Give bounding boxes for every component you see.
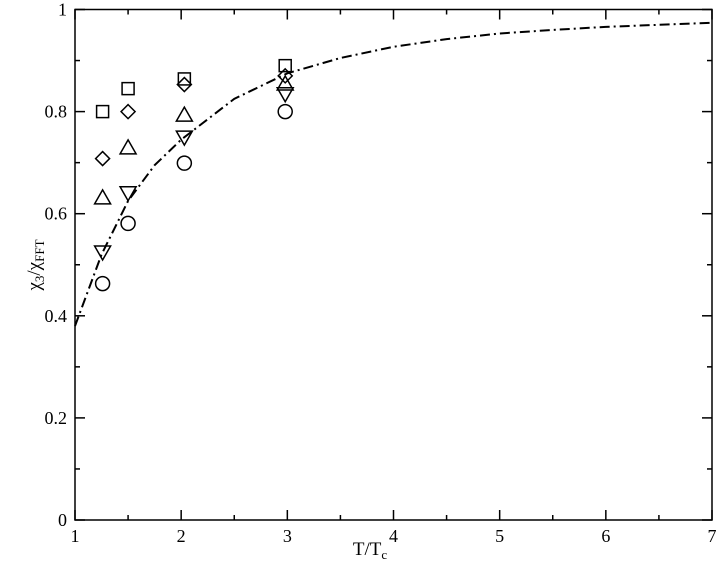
x-tick-label: 2 [177,526,186,546]
x-tick-label: 3 [283,526,292,546]
x-tick-label: 1 [71,526,80,546]
x-tick-label: 6 [601,526,610,546]
square-marker [177,72,192,86]
triangle-down-marker [275,86,295,104]
x-tick-label: 4 [389,526,398,546]
y-tick-label: 0.6 [45,204,68,224]
diamond-marker [120,103,137,120]
y-tick-label: 0.8 [45,102,68,122]
square-marker [121,81,135,96]
triangle-down-marker [118,186,138,203]
circle-marker [277,103,293,120]
x-tick-label: 7 [708,526,717,546]
fit-curve [74,21,713,327]
triangle-up-marker [93,188,112,205]
square-marker [278,58,292,73]
circle-marker [94,275,111,292]
diamond-marker [176,76,193,93]
circle-marker [120,215,136,232]
x-axis-label: T/Tc [353,539,388,562]
y-axis-label: χ3/χFFT [24,239,47,291]
y-tick-label: 0 [58,510,67,530]
plot-frame [74,8,713,521]
y-tick-label: 1 [58,0,67,20]
triangle-up-marker [118,138,138,155]
diamond-marker [277,67,294,84]
diamond-marker [94,150,111,167]
circle-marker [176,155,193,171]
y-tick-label: 0.4 [45,306,68,326]
triangle-up-marker [275,74,295,91]
triangle-down-marker [175,130,194,147]
square-marker [95,104,110,119]
y-tick-label: 0.2 [45,408,68,428]
triangle-down-marker [93,245,112,262]
x-tick-label: 5 [495,526,504,546]
triangle-up-marker [175,105,194,122]
